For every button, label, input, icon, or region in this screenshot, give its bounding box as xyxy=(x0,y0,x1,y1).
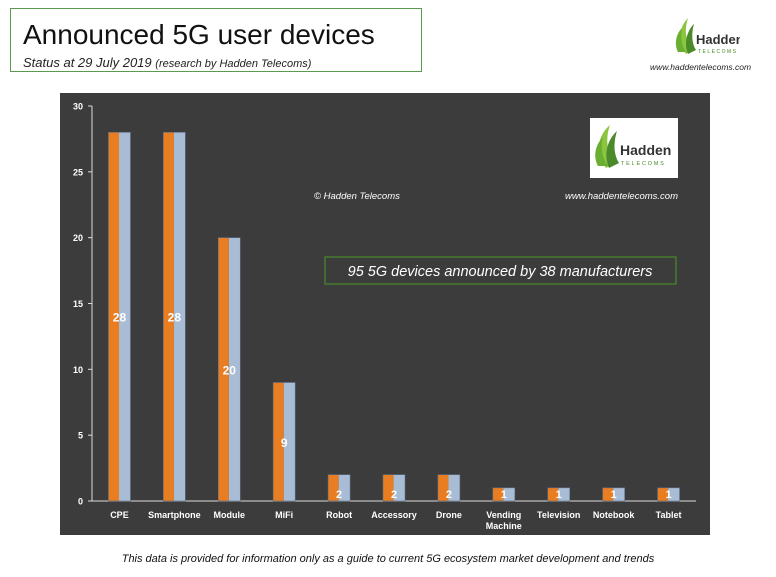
bar-notebook: 1 xyxy=(602,487,625,502)
bar-vending-machine: 1 xyxy=(492,487,516,502)
y-tick-label: 30 xyxy=(73,102,83,112)
chart-logo-name: Hadden xyxy=(620,142,671,158)
bar-orange-part xyxy=(328,474,339,501)
bar-outline xyxy=(657,487,680,502)
bar-orange-part xyxy=(547,487,559,501)
data-label: 2 xyxy=(446,489,452,501)
y-tick-label: 20 xyxy=(73,233,83,243)
page-subtitle: Status at 29 July 2019 (research by Hadd… xyxy=(23,55,311,70)
top-url: www.haddentelecoms.com xyxy=(650,62,752,72)
bar-orange-part xyxy=(657,487,669,501)
bar-mifi: 9 xyxy=(272,382,296,502)
footer-note: This data is provided for information on… xyxy=(121,553,655,565)
bar-outline xyxy=(217,237,241,502)
data-label: 28 xyxy=(113,311,127,325)
y-tick-label: 0 xyxy=(78,497,83,507)
annotation-border xyxy=(324,256,677,285)
bar-outline xyxy=(547,487,571,502)
data-label: 1 xyxy=(556,489,562,501)
subtitle-status: Status at 29 July 2019 xyxy=(23,55,152,70)
x-tick-label: Vending xyxy=(486,510,521,520)
x-tick-label: Notebook xyxy=(593,510,635,520)
data-label: 1 xyxy=(665,489,671,501)
bar-robot: 2 xyxy=(327,474,351,502)
bar-television: 1 xyxy=(547,487,571,502)
bar-blue-part xyxy=(228,237,241,501)
title-box: Announced 5G user devices Status at 29 J… xyxy=(10,8,422,72)
subtitle-note: (research by Hadden Telecoms) xyxy=(155,58,312,70)
data-label: 20 xyxy=(223,363,237,377)
logo-name: Hadden xyxy=(696,32,740,47)
y-tick-label: 5 xyxy=(78,431,83,441)
bar-blue-part xyxy=(448,474,460,501)
x-tick-label: Drone xyxy=(436,510,462,520)
bar-outline xyxy=(108,132,131,502)
bar-accessory: 2 xyxy=(382,474,406,502)
page-title: Announced 5G user devices xyxy=(23,19,375,50)
bar-blue-part xyxy=(173,132,186,502)
bar-blue-part xyxy=(503,487,515,501)
data-label: 1 xyxy=(501,489,507,501)
bar-outline xyxy=(437,474,461,502)
bar-blue-part xyxy=(119,132,131,502)
y-tick-label: 25 xyxy=(73,167,83,177)
data-label: 9 xyxy=(281,436,288,450)
logo-tagline: TELECOMS xyxy=(698,49,738,55)
y-tick-label: 10 xyxy=(73,365,83,375)
x-tick-label: CPE xyxy=(110,510,129,520)
data-label: 2 xyxy=(391,489,397,501)
bar-orange-part xyxy=(163,132,174,502)
bar-orange-part xyxy=(492,487,504,501)
bars-group: 28 28 20 9 2 2 2 1 1 1 1 xyxy=(108,132,680,502)
data-label: 1 xyxy=(611,489,617,501)
y-axis-ticks: 0 5 10 15 20 25 30 xyxy=(73,102,92,507)
annotation-box: 95 5G devices announced by 38 manufactur… xyxy=(324,256,677,285)
x-tick-label: Module xyxy=(214,510,246,520)
bar-orange-part xyxy=(218,237,229,501)
leaf-logo-icon xyxy=(675,18,696,54)
data-label: 28 xyxy=(168,311,182,325)
bar-chart: 0 5 10 15 20 25 30 28 28 20 9 2 2 2 1 1 1 1 CPE Smartphon… xyxy=(60,93,710,535)
bar-module: 20 xyxy=(217,237,241,502)
x-tick-label: Robot xyxy=(326,510,352,520)
bar-orange-part xyxy=(602,487,614,501)
data-label: 2 xyxy=(336,489,342,501)
x-tick-label: Television xyxy=(537,510,580,520)
bar-outline xyxy=(163,132,186,502)
bar-smartphone: 28 xyxy=(163,132,186,502)
chart-annotation: 95 5G devices announced by 38 manufactur… xyxy=(348,264,653,280)
x-tick-label: Machine xyxy=(486,521,522,531)
bar-blue-part xyxy=(338,474,351,501)
bar-drone: 2 xyxy=(437,474,461,502)
bar-tablet: 1 xyxy=(657,487,680,502)
bar-orange-part xyxy=(383,474,394,501)
bar-outline xyxy=(272,382,296,502)
chart-logo-tagline: TELECOMS xyxy=(621,161,666,167)
bar-outline xyxy=(602,487,625,502)
chart-container: 0 5 10 15 20 25 30 28 28 20 9 2 2 2 1 1 1 1 CPE Smartphon… xyxy=(60,93,710,540)
x-tick-label: Accessory xyxy=(371,510,417,520)
hadden-logo-top: Hadden TELECOMS xyxy=(675,18,740,55)
bar-outline xyxy=(492,487,516,502)
bar-blue-part xyxy=(613,487,625,501)
y-tick-label: 15 xyxy=(73,299,83,309)
bar-orange-part xyxy=(273,382,284,501)
bar-orange-part xyxy=(437,474,449,501)
bar-outline xyxy=(327,474,351,502)
bar-blue-part xyxy=(668,487,680,501)
bar-blue-part xyxy=(283,382,296,501)
x-tick-label: MiFi xyxy=(275,510,293,520)
x-tick-label: Smartphone xyxy=(148,510,201,520)
bar-outline xyxy=(382,474,406,502)
bar-blue-part xyxy=(558,487,570,501)
leaf-logo-icon xyxy=(595,125,619,168)
chart-logo: Hadden TELECOMS xyxy=(590,118,678,178)
x-tick-label: Tablet xyxy=(656,510,682,520)
x-axis-labels: CPE Smartphone Module MiFi Robot Accessory Dro… xyxy=(110,510,681,531)
bar-blue-part xyxy=(393,474,405,501)
bar-orange-part xyxy=(108,132,120,502)
bar-cpe: 28 xyxy=(108,132,131,502)
chart-copyright: © Hadden Telecoms xyxy=(314,191,400,202)
chart-url: www.haddentelecoms.com xyxy=(565,191,678,202)
